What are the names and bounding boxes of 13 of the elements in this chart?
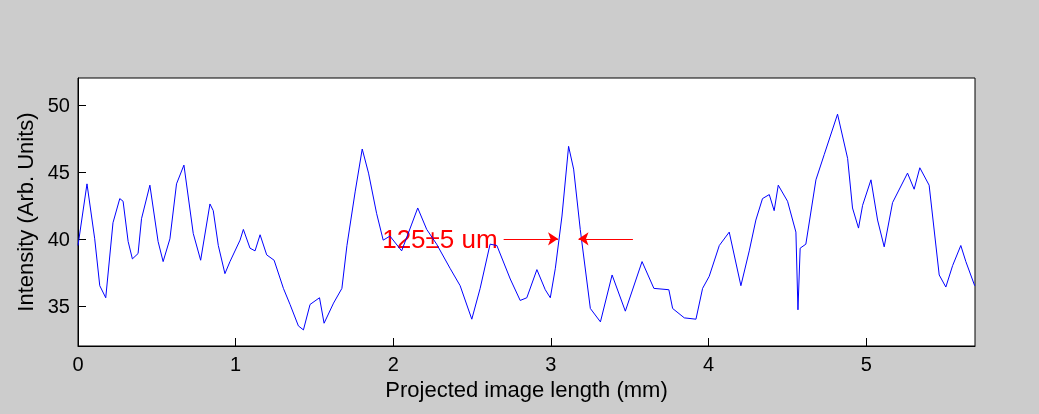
y-tick-label: 40 xyxy=(47,227,70,250)
x-axis-title: Projected image length (mm) xyxy=(385,377,668,403)
x-tick-label: 2 xyxy=(387,353,399,375)
x-tick-label: 4 xyxy=(703,353,715,375)
x-tick-label: 5 xyxy=(860,353,872,375)
line-series xyxy=(77,113,976,331)
y-tick-label: 35 xyxy=(47,294,70,317)
x-tick-label: 3 xyxy=(545,353,557,375)
y-tick-label: 45 xyxy=(47,160,70,183)
y-tick-label: 50 xyxy=(47,93,70,116)
x-tick-label: 0 xyxy=(72,353,84,375)
y-axis-title: Intensity (Arb. Units) xyxy=(12,112,38,312)
x-tick-label: 1 xyxy=(230,353,242,375)
